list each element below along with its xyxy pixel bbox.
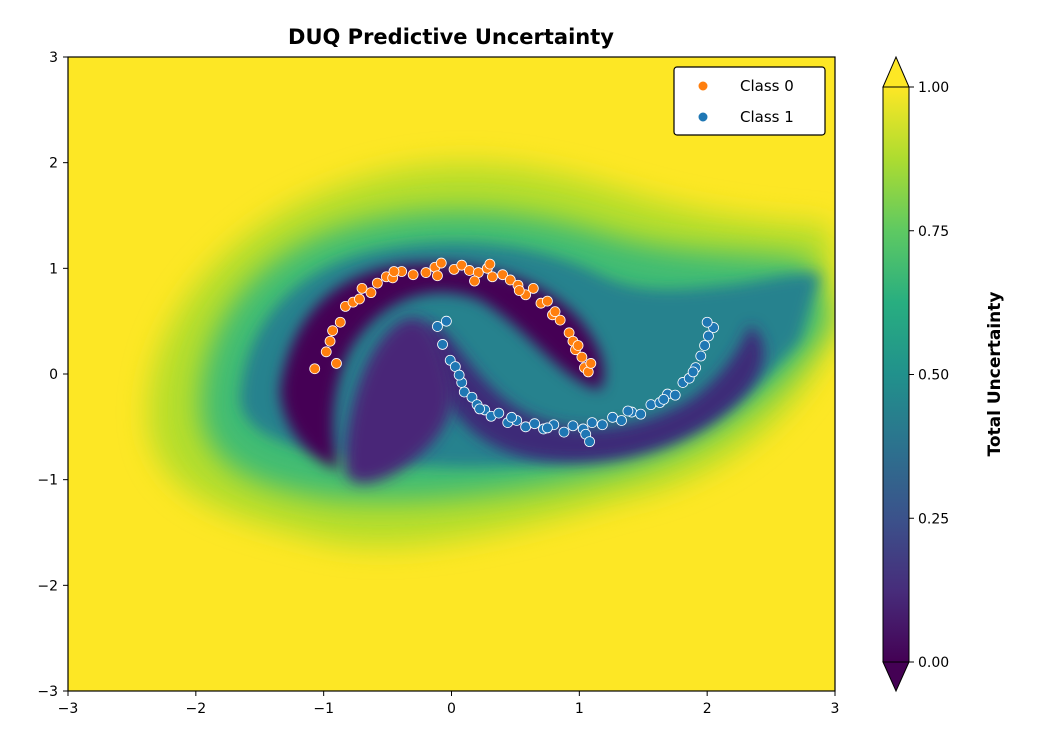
scatter-point-class-0: [327, 325, 339, 337]
scatter-point-class-1: [658, 393, 670, 405]
scatter-point-class-0: [356, 283, 368, 294]
scatter-point-class-0: [487, 271, 498, 283]
y-tick-label: −1: [37, 473, 58, 489]
scatter-point-class-1: [558, 426, 570, 438]
scatter-point-class-1: [635, 408, 647, 420]
scatter-point-class-0: [497, 269, 509, 281]
legend-marker-class-1: [697, 111, 709, 123]
colorbar-gradient: [882, 86, 910, 663]
x-tick-label: 1: [575, 701, 584, 717]
legend-label-class-1: Class 1: [740, 108, 794, 126]
scatter-point-class-1: [506, 411, 517, 423]
scatter-point-class-1: [437, 339, 448, 350]
scatter-point-class-0: [407, 269, 419, 281]
legend-box: [673, 66, 826, 136]
scatter-point-class-1: [703, 330, 714, 342]
legend-marker-class-0: [697, 80, 709, 92]
colorbar-extend-top: [882, 55, 910, 88]
scatter-point-class-0: [504, 274, 516, 286]
colorbar-extend-bottom: [882, 661, 910, 693]
scatter-point-class-1: [474, 403, 486, 415]
colorbar-tick-label: 0.00: [918, 655, 949, 671]
plot-area: [67, 56, 836, 692]
scatter-point-class-1: [440, 315, 452, 327]
x-tick-label: 0: [447, 701, 456, 717]
uncertainty-contour: [68, 57, 835, 691]
scatter-point-class-0: [334, 316, 346, 328]
y-tick-label: 2: [49, 156, 58, 172]
scatter-point-class-0: [371, 277, 383, 289]
x-axis: −3 −2 −1 0 1 2 3: [58, 691, 840, 717]
y-tick-label: 3: [49, 50, 58, 66]
scatter-point-class-1: [453, 369, 465, 381]
scatter-point-class-1: [432, 321, 443, 332]
scatter-point-class-1: [669, 389, 681, 401]
colorbar-tick-label: 0.25: [918, 511, 949, 527]
colorbar-label: Total Uncertainty: [985, 292, 1005, 457]
scatter-point-class-1: [616, 415, 627, 426]
scatter-point-class-1: [695, 350, 707, 362]
scatter-point-class-1: [541, 422, 553, 434]
y-tick-label: 1: [49, 261, 58, 277]
x-tick-label: 3: [831, 701, 840, 717]
y-tick-label: −3: [37, 684, 58, 700]
scatter-point-class-0: [456, 259, 468, 271]
scatter-point-class-0: [463, 265, 475, 276]
scatter-point-class-1: [645, 399, 657, 411]
y-tick-label: −2: [37, 578, 58, 594]
scatter-point-class-0: [331, 358, 342, 369]
scatter-points: [309, 257, 719, 448]
scatter-point-class-0: [541, 295, 553, 307]
y-axis: −3 −2 −1 0 1 2 3: [37, 50, 68, 700]
scatter-point-class-1: [584, 436, 595, 448]
scatter-point-class-0: [513, 285, 525, 296]
colorbar-tick-label: 0.75: [918, 224, 949, 240]
scatter-point-class-0: [549, 306, 561, 318]
colorbar: 0.00 0.25 0.50 0.75 1.00 Total Uncertainty: [882, 55, 1005, 693]
scatter-point-class-0: [576, 351, 588, 363]
scatter-point-class-0: [420, 267, 432, 278]
scatter-point-class-0: [484, 258, 496, 270]
colorbar-tick-label: 1.00: [918, 80, 949, 96]
scatter-point-class-0: [554, 314, 566, 326]
scatter-point-class-0: [354, 293, 365, 305]
scatter-point-class-0: [309, 363, 321, 375]
x-tick-label: −3: [58, 701, 79, 717]
colorbar-ticks: 0.00 0.25 0.50 0.75 1.00: [909, 80, 949, 671]
scatter-point-class-1: [493, 407, 505, 419]
scatter-point-class-0: [527, 283, 539, 294]
scatter-point-class-1: [567, 420, 579, 432]
scatter-point-class-0: [324, 335, 336, 347]
scatter-point-class-1: [687, 366, 699, 378]
scatter-point-class-0: [585, 358, 597, 369]
scatter-point-class-1: [699, 340, 711, 351]
x-tick-label: −1: [313, 701, 334, 717]
legend-label-class-0: Class 0: [740, 77, 794, 95]
x-tick-label: 2: [703, 701, 712, 717]
scatter-point-class-0: [320, 346, 332, 358]
colorbar-tick-label: 0.50: [918, 368, 949, 384]
scatter-point-class-1: [622, 405, 634, 417]
scatter-point-class-1: [529, 418, 540, 430]
scatter-point-class-1: [458, 386, 470, 398]
scatter-point-class-0: [432, 270, 443, 282]
scatter-point-class-1: [596, 419, 608, 431]
scatter-point-class-1: [607, 411, 618, 423]
scatter-point-class-0: [388, 266, 400, 277]
scatter-point-class-0: [435, 257, 447, 269]
scatter-point-class-0: [365, 287, 377, 299]
scatter-point-class-1: [520, 421, 532, 433]
x-tick-label: −2: [186, 701, 207, 717]
scatter-point-class-0: [469, 275, 480, 287]
y-tick-label: 0: [49, 367, 58, 383]
scatter-point-class-1: [586, 417, 598, 429]
scatter-point-class-1: [466, 391, 478, 403]
chart-title: DUQ Predictive Uncertainty: [288, 25, 614, 49]
scatter-point-class-1: [701, 316, 713, 328]
legend: Class 0 Class 1: [673, 66, 826, 136]
scatter-point-class-0: [572, 340, 584, 351]
